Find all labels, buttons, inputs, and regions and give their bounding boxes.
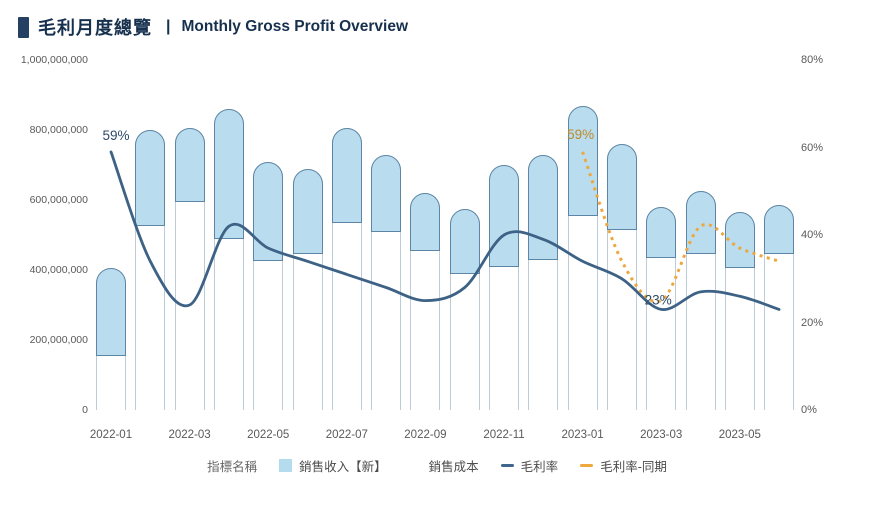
bar-2023-01[interactable]	[567, 105, 598, 410]
x-axis-tick-label: 2022-05	[247, 429, 290, 441]
x-axis-tick-label: 2023-03	[640, 429, 683, 441]
x-axis-tick-label: 2022-07	[325, 429, 368, 441]
page-title-zh: 毛利月度總覽	[38, 18, 152, 38]
bar-revenue-segment	[135, 130, 166, 227]
bar-revenue-segment	[764, 205, 795, 255]
bar-revenue-segment	[292, 168, 323, 255]
y-axis-left-tick-label: 200,000,000	[29, 334, 88, 346]
bar-2022-10[interactable]	[449, 208, 480, 410]
x-axis-tick-label: 2022-09	[404, 429, 447, 441]
bar-2022-11[interactable]	[489, 165, 519, 410]
bar-2022-06[interactable]	[292, 168, 323, 410]
y-axis-right-tick-label: 80%	[801, 54, 824, 66]
x-axis-tick-label: 2022-03	[168, 429, 211, 441]
legend-item-gross-margin[interactable]: 毛利率	[500, 456, 559, 475]
revenue-swatch-icon	[279, 459, 293, 472]
y-axis-right-tick-label: 60%	[801, 141, 824, 154]
legend-item-label: 銷售成本	[428, 460, 479, 474]
bar-revenue-segment	[410, 193, 441, 251]
legend-title: 指標名稱	[207, 460, 258, 474]
y-axis-left-tick-label: 0	[82, 404, 88, 416]
bar-2022-03[interactable]	[174, 128, 205, 410]
legend-item-sales-revenue[interactable]: 銷售收入【新】	[279, 456, 387, 475]
bar-2023-04[interactable]	[685, 191, 716, 410]
bar-revenue-segment	[213, 109, 244, 239]
x-axis-tick-label: 2022-01	[89, 429, 133, 441]
legend-item-gross-margin-yoy[interactable]: 毛利率-同期	[580, 456, 667, 475]
bar-revenue-segment	[606, 144, 637, 230]
bar-2022-08[interactable]	[371, 154, 402, 410]
y-axis-right-tick-label: 20%	[801, 316, 824, 329]
bar-2022-07[interactable]	[331, 128, 362, 410]
y-axis-left-tick-label: 1,000,000,000	[20, 54, 88, 66]
bar-2022-09[interactable]	[410, 193, 441, 410]
title-separator: |	[166, 18, 171, 35]
bar-2022-01[interactable]	[96, 268, 126, 410]
bar-revenue-segment	[174, 128, 205, 202]
bar-2023-02[interactable]	[606, 144, 637, 410]
chart-legend: 指標名稱 銷售收入【新】 銷售成本 毛利率 毛利率-同期	[0, 456, 874, 475]
bar-revenue-segment	[528, 154, 559, 260]
bar-revenue-segment	[489, 165, 519, 267]
bar-revenue-segment	[685, 191, 716, 255]
bar-revenue-segment	[331, 128, 362, 223]
bar-revenue-segment	[567, 105, 598, 216]
bar-2023-06[interactable]	[764, 205, 795, 410]
legend-item-label: 毛利率	[520, 460, 559, 474]
bar-2022-04[interactable]	[213, 109, 244, 410]
chart-title: 毛利月度總覽 | Monthly Gross Profit Overview	[18, 14, 408, 40]
annotation-label: 59%	[102, 128, 129, 143]
bar-revenue-segment	[371, 154, 402, 232]
gross-margin-yoy-dash-icon	[580, 464, 594, 467]
gross-margin-line	[109, 150, 781, 311]
bar-revenue-segment	[96, 268, 126, 356]
y-axis-left-tick-label: 800,000,000	[29, 124, 88, 136]
bar-2023-03[interactable]	[646, 207, 677, 410]
bar-revenue-segment	[253, 161, 284, 262]
x-axis-tick-label: 2022-11	[483, 429, 525, 441]
legend-item-sales-cost[interactable]: 銷售成本	[408, 456, 479, 475]
y-axis-left-tick-label: 400,000,000	[29, 264, 88, 276]
y-axis-right-tick-label: 40%	[801, 229, 824, 241]
bar-revenue-segment	[449, 208, 480, 274]
x-axis-tick-label: 2023-01	[561, 429, 604, 441]
bar-2022-12[interactable]	[528, 154, 559, 410]
y-axis-left-tick-label: 600,000,000	[29, 194, 88, 206]
bar-revenue-segment	[724, 212, 755, 269]
legend-item-label: 銷售收入【新】	[299, 460, 387, 474]
x-axis-tick-label: 2023-05	[718, 429, 761, 441]
legend-item-label: 毛利率-同期	[600, 460, 667, 474]
cost-swatch-icon	[408, 459, 422, 472]
bar-2023-05[interactable]	[724, 212, 755, 410]
y-axis-right-tick-label: 0%	[801, 404, 817, 416]
title-bullet-icon	[18, 16, 29, 38]
bar-2022-02[interactable]	[135, 130, 166, 410]
bar-2022-05[interactable]	[253, 161, 284, 410]
bar-revenue-segment	[646, 207, 677, 258]
page-title-en: Monthly Gross Profit Overview	[181, 18, 409, 35]
gross-margin-dash-icon	[500, 464, 514, 467]
